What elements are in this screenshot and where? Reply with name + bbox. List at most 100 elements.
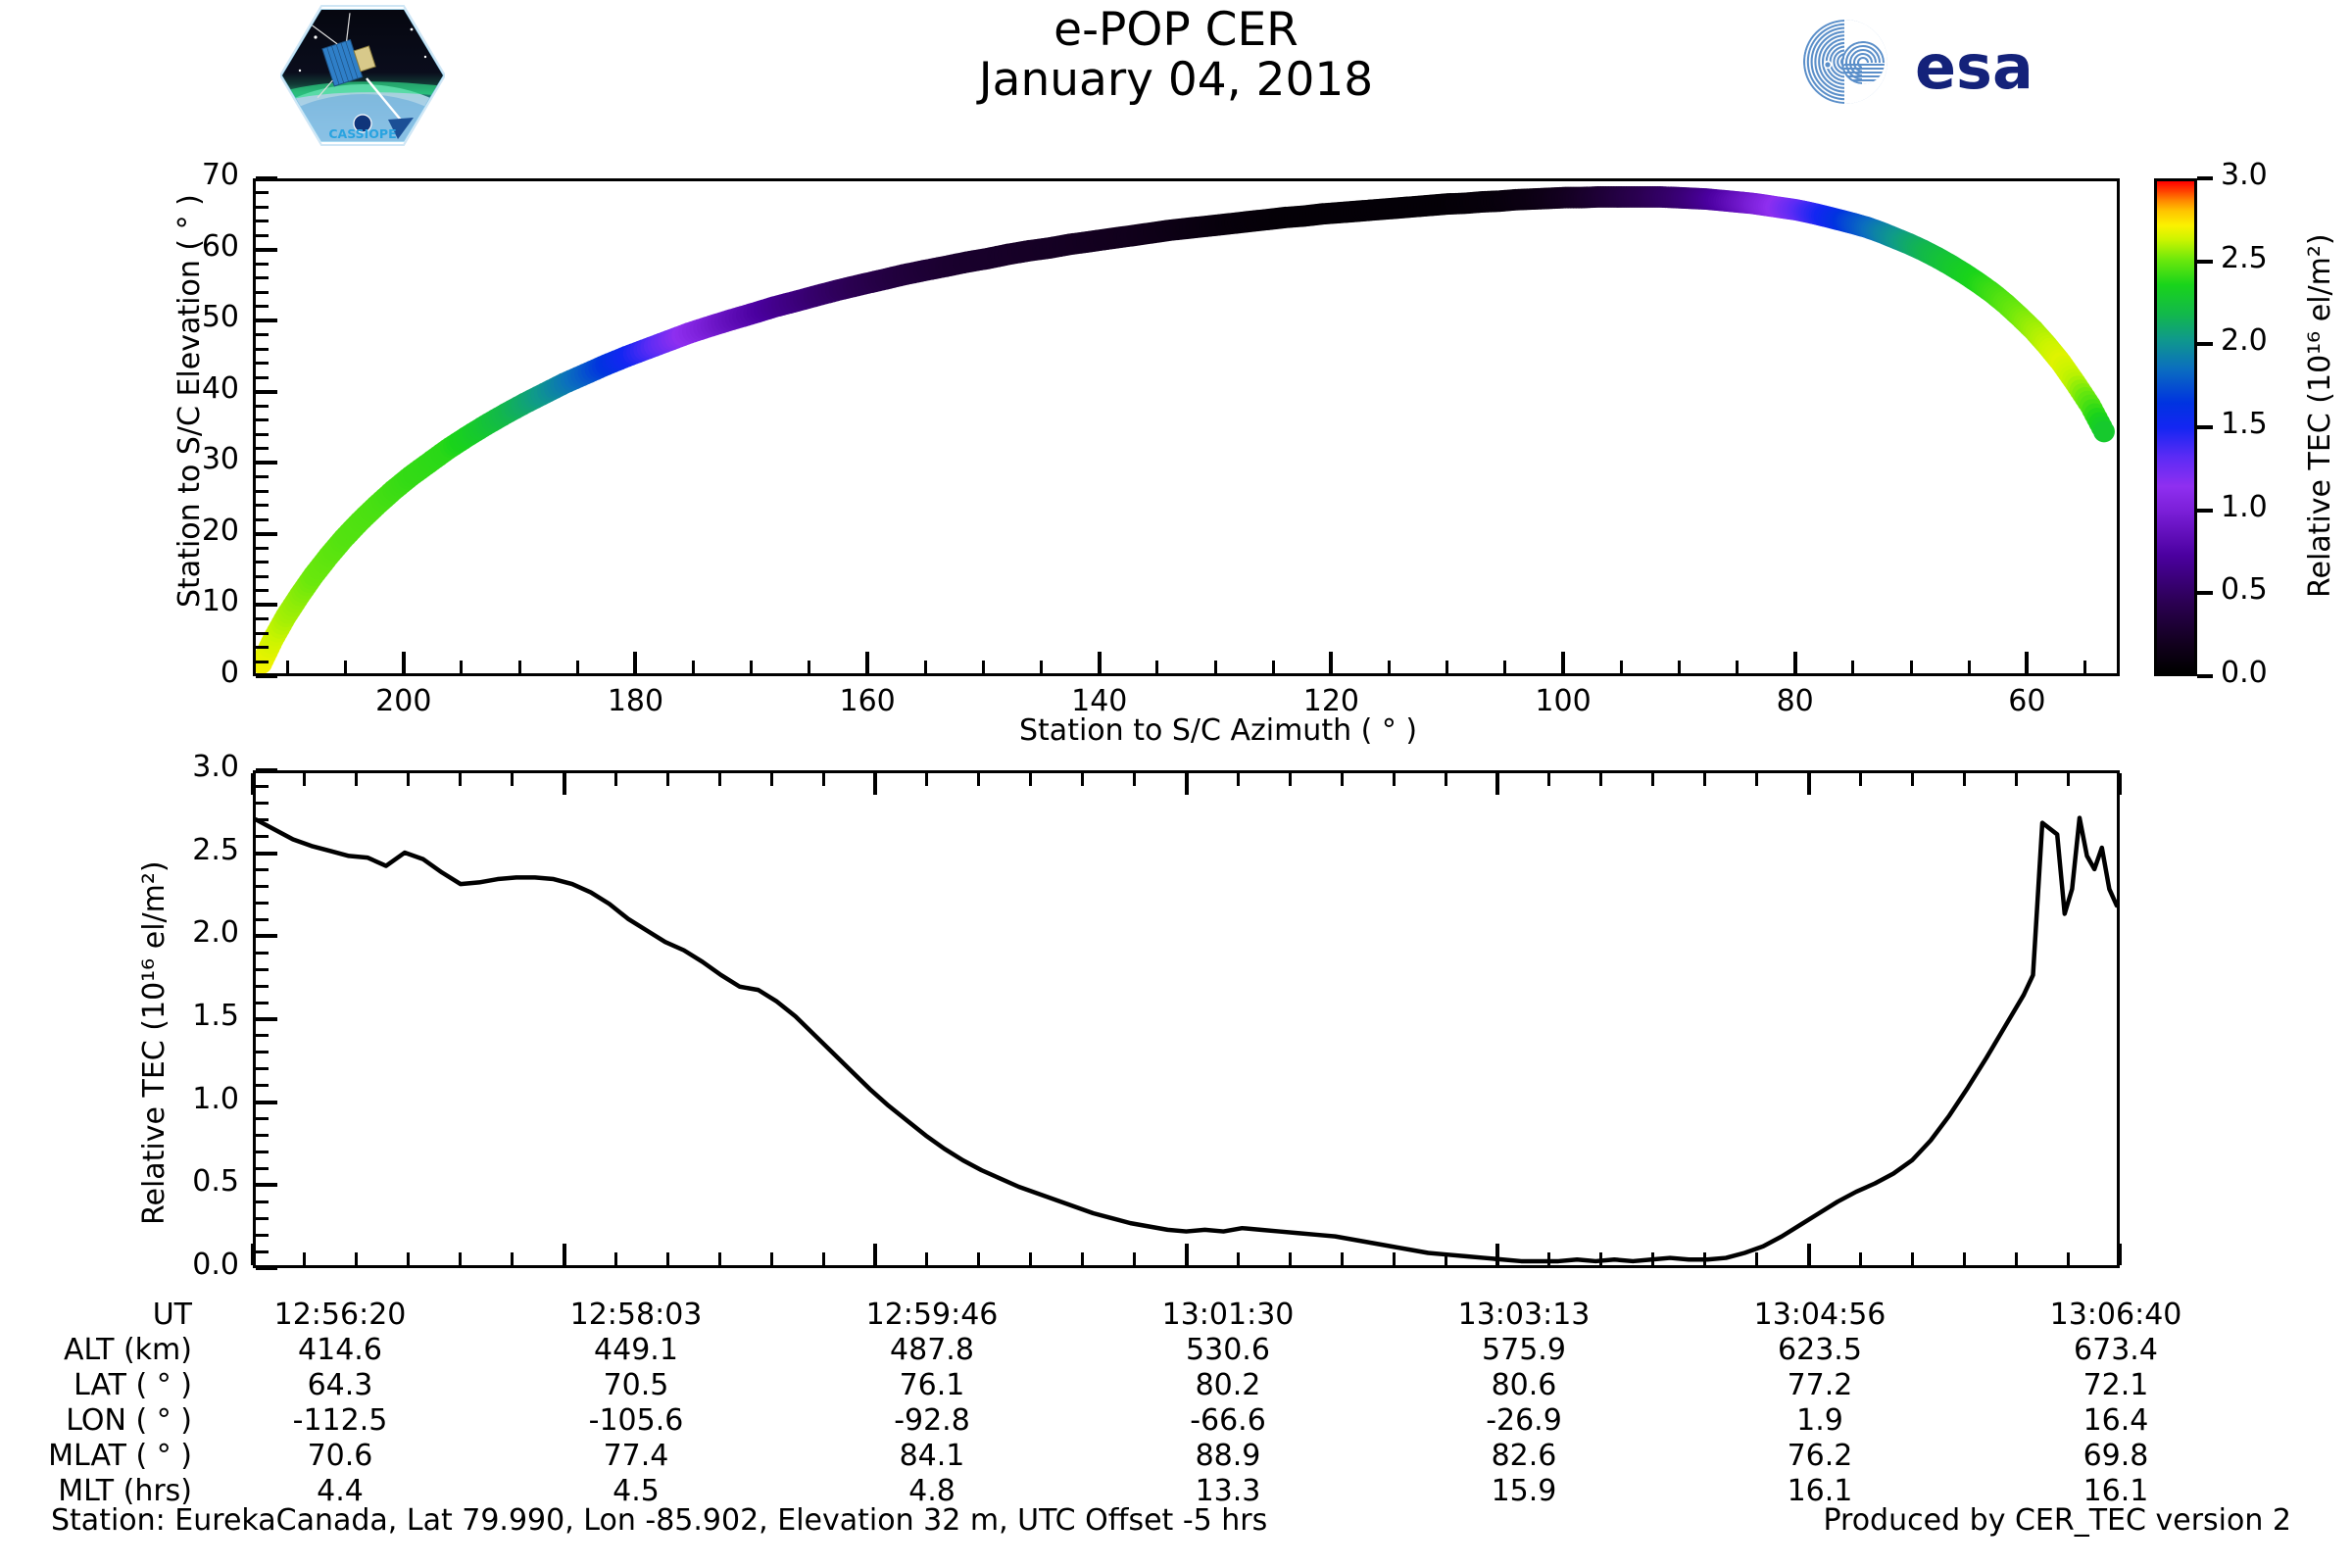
axis-tick	[256, 785, 269, 789]
axis-tick	[256, 768, 277, 772]
axis-tick	[2083, 661, 2086, 673]
axis-tick-label: 100	[1535, 684, 1592, 718]
axis-tick	[1967, 661, 1971, 673]
axis-tick-label: 3.0	[192, 750, 239, 784]
axis-tick	[256, 1100, 277, 1104]
table-cell: 84.1	[899, 1439, 965, 1473]
axis-tick	[1736, 661, 1740, 673]
axis-tick-label: 3.0	[2221, 158, 2268, 192]
axis-tick	[1962, 773, 1966, 786]
axis-tick	[1133, 773, 1137, 786]
axis-tick	[1703, 1252, 1707, 1265]
axis-tick	[1392, 773, 1396, 786]
axis-tick-label: 1.5	[192, 999, 239, 1033]
axis-tick	[256, 1117, 269, 1121]
table-cell: 13.3	[1195, 1474, 1261, 1508]
axis-tick	[407, 1252, 411, 1265]
axis-tick-label: 0.5	[192, 1164, 239, 1200]
axis-tick	[511, 773, 514, 786]
axis-tick	[459, 773, 463, 786]
cassiope-logo-svg: CASSIOPE	[278, 5, 447, 146]
axis-tick	[256, 835, 269, 839]
esa-wordmark: esa	[1915, 31, 2034, 103]
axis-tick	[256, 1266, 277, 1270]
axis-tick	[1340, 773, 1344, 786]
axis-tick	[1962, 1252, 1966, 1265]
axis-tick	[251, 1244, 255, 1265]
axis-tick	[256, 1250, 269, 1253]
axis-tick	[769, 1252, 773, 1265]
axis-tick	[575, 661, 579, 673]
axis-tick	[1444, 1252, 1447, 1265]
axis-tick-label: 0.5	[2221, 572, 2268, 608]
table-row: UT 12:56:20 12:58:03 12:59:46 13:01:30 13:03:…	[0, 1298, 2264, 1333]
axis-tick	[1851, 661, 1855, 673]
axis-tick	[1213, 661, 1217, 673]
table-row: ALT (km) 414.6 449.1 487.8 530.6 575.9 623.5 67…	[0, 1333, 2264, 1368]
table-row: LAT ( ° ) 64.3 70.5 76.1 80.2 80.6 77.2 72.1	[0, 1368, 2264, 1403]
ephemeris-table-inner: UT 12:56:20 12:58:03 12:59:46 13:01:30 13:03:…	[0, 1298, 2264, 1509]
table-cell: 13:03:13	[1457, 1298, 1591, 1332]
axis-tick-label: 80	[1776, 684, 1814, 718]
table-cell: 64.3	[307, 1368, 373, 1402]
axis-tick	[256, 818, 269, 822]
axis-tick-label: 10	[201, 584, 239, 619]
axis-tick-label: 0	[220, 656, 239, 690]
axis-tick	[256, 1017, 277, 1021]
axis-tick-label: 70	[201, 158, 239, 192]
colorbar	[2154, 178, 2197, 676]
axis-tick	[256, 631, 269, 635]
axis-tick	[256, 1084, 269, 1088]
esa-logo-svg: esa	[1803, 20, 2034, 104]
table-cell: 82.6	[1491, 1439, 1557, 1473]
table-cell: 70.5	[603, 1368, 669, 1402]
axis-tick	[1081, 1252, 1085, 1265]
axis-tick	[256, 375, 269, 379]
axis-tick	[401, 652, 406, 673]
table-cell: 1.9	[1796, 1403, 1843, 1438]
axis-tick	[256, 1067, 269, 1071]
tec-timeseries-ylabel: Relative TEC (10¹⁶ el/m²)	[137, 860, 172, 1225]
table-cell: 80.2	[1195, 1368, 1261, 1402]
table-cell: 12:59:46	[865, 1298, 999, 1332]
axis-tick	[1599, 773, 1603, 786]
axis-tick	[977, 1252, 981, 1265]
axis-tick	[256, 362, 269, 366]
table-cell: 15.9	[1491, 1474, 1557, 1508]
axis-tick	[460, 661, 464, 673]
axis-tick	[1288, 1252, 1292, 1265]
title-date: January 04, 2018	[978, 52, 1374, 107]
table-cell: 4.8	[908, 1474, 956, 1508]
axis-tick	[769, 773, 773, 786]
axis-tick	[1909, 661, 1913, 673]
tec-timeseries-axes	[253, 770, 2120, 1268]
axis-tick	[1755, 773, 1759, 786]
sky-track-ylabel: Station to S/C Elevation ( ° )	[172, 194, 207, 608]
figure-header: CASSIOPE e-POP CER January 04, 2018	[0, 0, 2352, 146]
axis-tick	[2118, 1244, 2122, 1265]
axis-tick	[1910, 773, 1914, 786]
axis-tick	[633, 652, 638, 673]
table-cell: 76.2	[1787, 1439, 1853, 1473]
axis-tick	[251, 773, 255, 795]
axis-tick	[256, 1134, 269, 1138]
axis-tick	[256, 901, 269, 905]
axis-tick	[1547, 773, 1551, 786]
table-cell: 575.9	[1482, 1333, 1566, 1367]
axis-tick-label: 0.0	[192, 1248, 239, 1282]
axis-tick	[1755, 1252, 1759, 1265]
table-cell: 13:01:30	[1161, 1298, 1295, 1332]
axis-tick	[1677, 661, 1681, 673]
axis-tick	[873, 1244, 877, 1265]
table-cell: 16.1	[2082, 1474, 2149, 1508]
axis-tick	[256, 617, 269, 621]
axis-tick	[256, 404, 269, 408]
table-cell: 16.1	[1787, 1474, 1853, 1508]
axis-tick	[692, 661, 696, 673]
axis-tick	[256, 1183, 277, 1188]
axis-tick	[1858, 773, 1862, 786]
axis-tick	[256, 1233, 269, 1237]
sky-track-point	[2093, 420, 2115, 443]
table-row: MLT (hrs) 4.4 4.5 4.8 13.3 15.9 16.1 16.1	[0, 1474, 2264, 1509]
